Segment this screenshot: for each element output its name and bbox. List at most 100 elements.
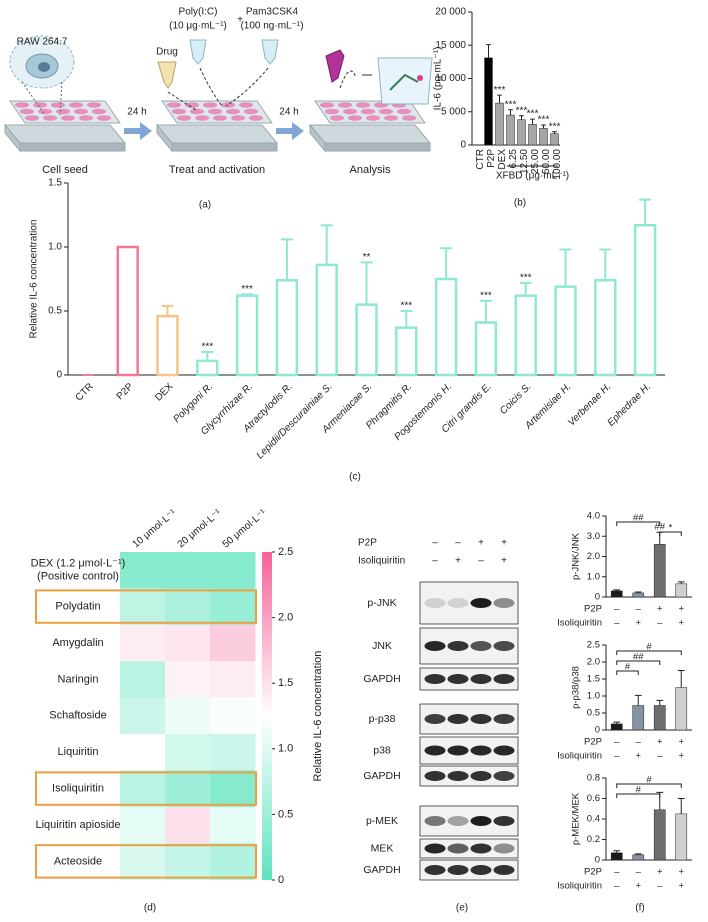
y-axis-label: p-p38/p38	[571, 666, 582, 709]
bar	[675, 813, 688, 861]
bar	[235, 294, 259, 377]
blot-band	[447, 745, 469, 756]
y-axis-label: p-JNK/JNK	[571, 532, 582, 580]
blot-band	[447, 598, 469, 608]
heatmap-cell	[120, 843, 166, 881]
heatmap-cell	[165, 734, 211, 771]
stimulus-dose: (10 μg·mL⁻¹)	[169, 21, 227, 32]
error-bar	[320, 224, 333, 265]
significance: ***	[494, 85, 506, 96]
error-bar	[519, 115, 524, 120]
blot-label: MEK	[371, 842, 394, 854]
error-bar	[634, 591, 642, 593]
heatmap-cell	[120, 697, 166, 735]
x-tick-label: CTR	[74, 381, 96, 403]
colorbar-tick-label: 2.0	[278, 612, 293, 624]
blot-band	[470, 745, 492, 756]
bar	[610, 852, 623, 861]
error-bar	[677, 798, 685, 814]
row-label: Acteoside	[54, 855, 102, 867]
dashed-arrow	[339, 70, 357, 89]
highlight-box	[35, 844, 257, 879]
highlight-box	[35, 771, 257, 806]
heatmap-cell	[165, 588, 211, 626]
condition-sign: +	[501, 538, 507, 549]
blot-band	[447, 641, 469, 651]
row-label: Naringin	[58, 673, 99, 685]
significance: ***	[516, 105, 528, 116]
condition-sign: +	[678, 867, 684, 878]
colorbar-tick-label: 1.0	[278, 743, 293, 755]
y-tick-label: 0.5	[48, 306, 62, 317]
significance: #	[646, 775, 652, 786]
error-bar	[541, 124, 546, 129]
significance-bracket	[616, 521, 661, 526]
step-label: Treat and activation	[169, 164, 265, 176]
blot-label: JNK	[372, 640, 392, 652]
antibody	[389, 73, 419, 91]
y-tick-label: 1.0	[48, 242, 62, 253]
bar	[550, 133, 559, 146]
condition-name: Isoliquiritin	[557, 618, 602, 629]
y-tick-label: 0	[56, 370, 62, 381]
bar	[275, 279, 299, 377]
y-tick-label: 0	[595, 592, 600, 603]
plus: +	[237, 15, 243, 26]
heatmap-cell	[210, 661, 256, 699]
bar	[539, 128, 548, 146]
error-bar	[559, 248, 572, 287]
colorbar-tick-label: 0	[278, 874, 284, 886]
error-bar	[677, 581, 685, 584]
step-label: Analysis	[350, 164, 391, 176]
x-tick-label: DEX	[153, 381, 176, 404]
condition-sign: +	[657, 737, 663, 748]
heatmap-cell	[210, 843, 256, 881]
condition-sign: +	[635, 881, 641, 892]
y-tick-label: 2.0	[587, 551, 600, 562]
column-label: 20 μmol·L⁻¹	[176, 507, 224, 550]
significance: #	[646, 642, 652, 653]
significance: ***	[520, 272, 532, 283]
condition-name: P2P	[584, 867, 602, 878]
blot-band	[493, 714, 515, 724]
significance: ***	[201, 342, 213, 353]
row-label: Liquiritin	[58, 746, 99, 758]
blot-label: GAPDH	[363, 673, 400, 685]
x-tick-label: 50.00	[541, 149, 552, 174]
blot-band	[493, 598, 515, 608]
row-label: (Positive control)	[37, 571, 119, 583]
blot-band	[470, 674, 492, 684]
panel-label: (d)	[144, 903, 156, 914]
significance: ***	[538, 115, 550, 126]
error-bar	[497, 94, 502, 104]
cell-line: RAW 264.7	[17, 37, 68, 48]
error-bar	[508, 109, 513, 116]
blot-band	[424, 714, 446, 724]
heatmap-cell	[120, 734, 166, 771]
error-bar	[639, 198, 652, 226]
colorbar-tick-label: 2.5	[278, 546, 293, 558]
stimulus: Poly(I:C)	[179, 7, 218, 18]
bar	[675, 687, 688, 731]
y-tick-label: 2.5	[587, 640, 600, 651]
arrow	[124, 122, 152, 140]
colorbar-tick-label: 1.5	[278, 677, 293, 689]
dashed-arrow	[167, 67, 269, 111]
heatmap-cell	[210, 770, 256, 808]
culture-plate	[309, 100, 431, 152]
error-bar	[241, 293, 254, 296]
heatmap-cell	[120, 806, 166, 844]
significance-bracket	[616, 670, 639, 675]
column-label: 10 μmol·L⁻¹	[131, 507, 179, 550]
x-tick-label: 25.00	[530, 149, 541, 174]
stimulus-dose: (100 ng·mL⁻¹)	[240, 21, 303, 32]
bar	[495, 102, 504, 146]
blot-band	[447, 865, 469, 875]
colorbar-label: Relative IL-6 concentration	[312, 651, 324, 782]
y-tick-label: 3.0	[587, 531, 600, 542]
significance: ***	[549, 121, 561, 132]
error-bar	[634, 853, 642, 855]
x-tick-label: DEX	[497, 149, 508, 170]
colorbar-tick-label: 0.5	[278, 808, 293, 820]
bar	[514, 294, 537, 377]
